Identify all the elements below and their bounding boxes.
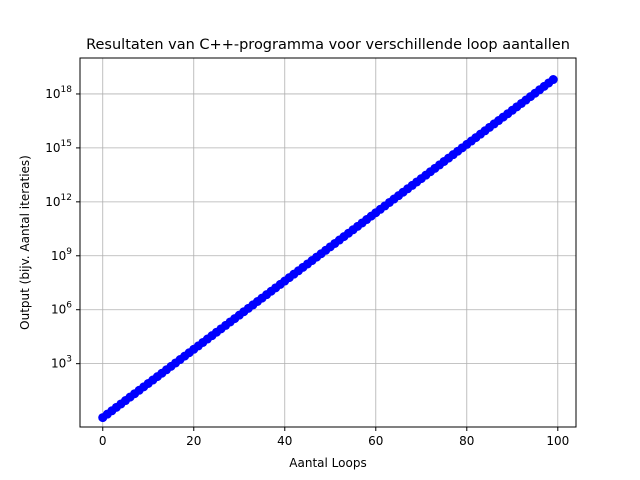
chart-title: Resultaten van C++-programma voor versch…	[86, 37, 570, 53]
data-point	[548, 75, 558, 85]
y-tick-label: 106	[51, 301, 72, 317]
y-tick-label: 109	[51, 247, 72, 263]
x-axis-ticks: 0 20 40 60 80 100	[99, 427, 569, 448]
y-axis-label: Output (bijv. Aantal iteraties)	[18, 155, 32, 330]
grid-lines	[80, 58, 576, 427]
x-tick-label: 0	[99, 434, 107, 448]
y-tick-label: 1018	[45, 85, 72, 101]
x-tick-label: 100	[546, 434, 569, 448]
x-tick-label: 40	[277, 434, 292, 448]
y-tick-label: 103	[51, 355, 72, 371]
x-axis-label: Aantal Loops	[289, 456, 366, 470]
y-axis-ticks: 103 106 109 1012 1015 1018	[45, 85, 80, 371]
data-series	[98, 75, 558, 423]
x-tick-label: 20	[186, 434, 201, 448]
plot-frame	[79, 57, 577, 428]
x-tick-label: 80	[459, 434, 474, 448]
x-tick-label: 60	[368, 434, 383, 448]
y-tick-label: 1012	[45, 193, 72, 209]
y-tick-label: 1015	[45, 139, 72, 155]
